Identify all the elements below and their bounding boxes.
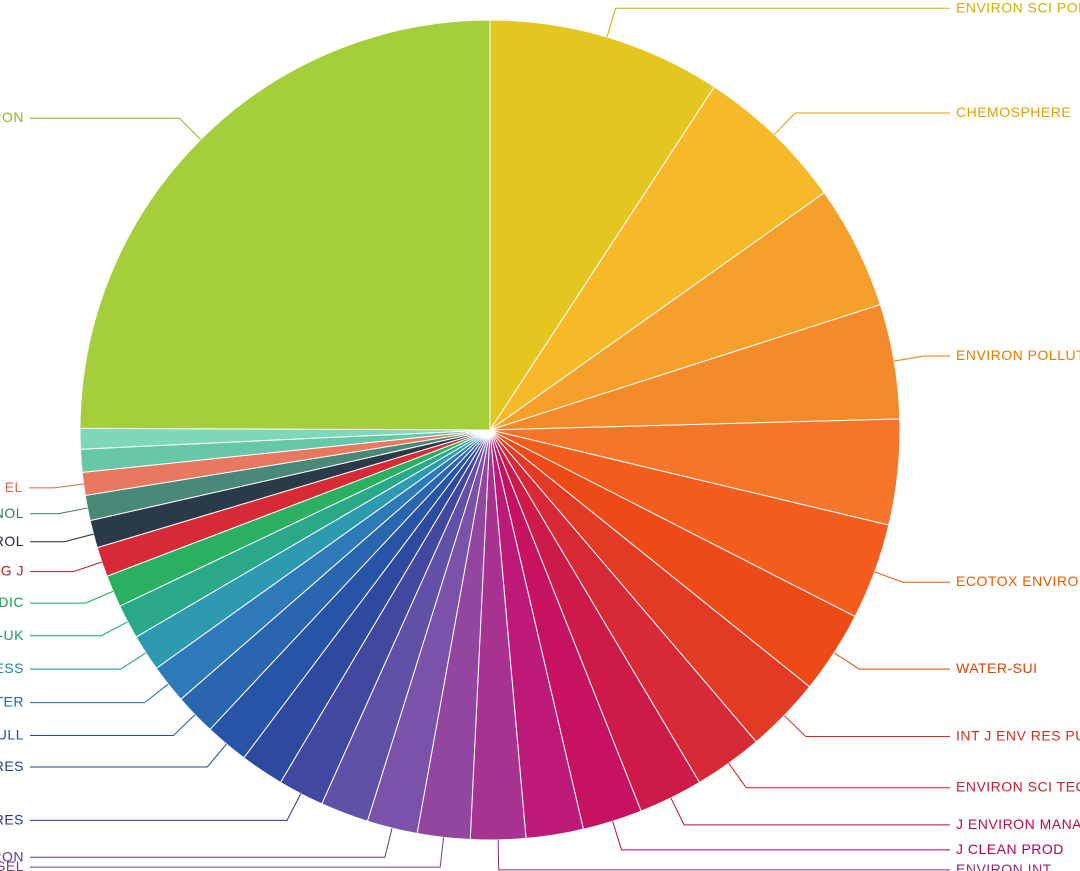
label-line [834, 653, 950, 669]
label-line [29, 484, 84, 488]
slice-label: WATER RES [0, 811, 24, 827]
label-line [30, 837, 444, 867]
label-line [30, 562, 102, 572]
label-line [498, 840, 950, 870]
label-line [30, 744, 226, 767]
label-line [30, 534, 93, 542]
label-line [613, 821, 950, 850]
slice-label: MAR POLLUT BULL [0, 727, 24, 743]
label-line [30, 118, 201, 139]
label-line [30, 591, 113, 603]
slice-label: DROL [0, 533, 24, 549]
slice-label: J CLEAN PROD [956, 841, 1064, 857]
label-line [30, 622, 128, 636]
slice-label: ENVIRON SCI TECHNOL [956, 779, 1080, 795]
slice-label: CHEMOSPHERE [956, 104, 1071, 120]
label-line [875, 572, 950, 582]
label-line [30, 653, 146, 669]
slice-label: EL [5, 479, 23, 495]
slice-label: RON [0, 109, 24, 125]
slice-label: ON MONIT ASSESS [0, 660, 24, 676]
slice-label: ATMOS ENVIRON [0, 848, 24, 864]
slice-label: SCI REP-UK [0, 627, 24, 643]
label-line [784, 716, 950, 737]
label-line [30, 684, 168, 703]
slice-label: ENVIRON SCI POLLUT R [956, 0, 1080, 15]
slice-label: ECOTOX ENVIRON SAFE [956, 573, 1080, 589]
label-line [671, 798, 950, 825]
label-line [729, 763, 950, 787]
label-line [607, 8, 950, 37]
slice-label: WATER-SUI [956, 660, 1038, 676]
slice-label: J HAZARD MATER [0, 694, 24, 710]
label-line [30, 794, 301, 821]
label-line [30, 508, 87, 514]
label-line [774, 113, 950, 135]
slice-label: INT J ENV RES PUB HE [956, 727, 1080, 743]
slice-label: ENVIRON INT [956, 861, 1052, 871]
slice-label: ENVIRON RES [0, 758, 24, 774]
slice-label: M ENG J [0, 563, 24, 579]
label-line [30, 828, 392, 857]
slice-label: ECOL INDIC [0, 594, 24, 610]
label-line [894, 356, 950, 361]
pie-chart: ENVIRON SCI POLLUT R CHEMOSPHERE ENVIRON P… [0, 0, 1080, 871]
pie-chart-container: ENVIRON SCI POLLUT R CHEMOSPHERE ENVIRON P… [0, 0, 1080, 871]
slice-label: NOL [0, 505, 24, 521]
slice-label: ENVIRON POLLUT [956, 347, 1080, 363]
label-line [30, 715, 195, 736]
pie-slice [80, 20, 490, 430]
slice-label: J ENVIRON MANAGE [956, 816, 1080, 832]
